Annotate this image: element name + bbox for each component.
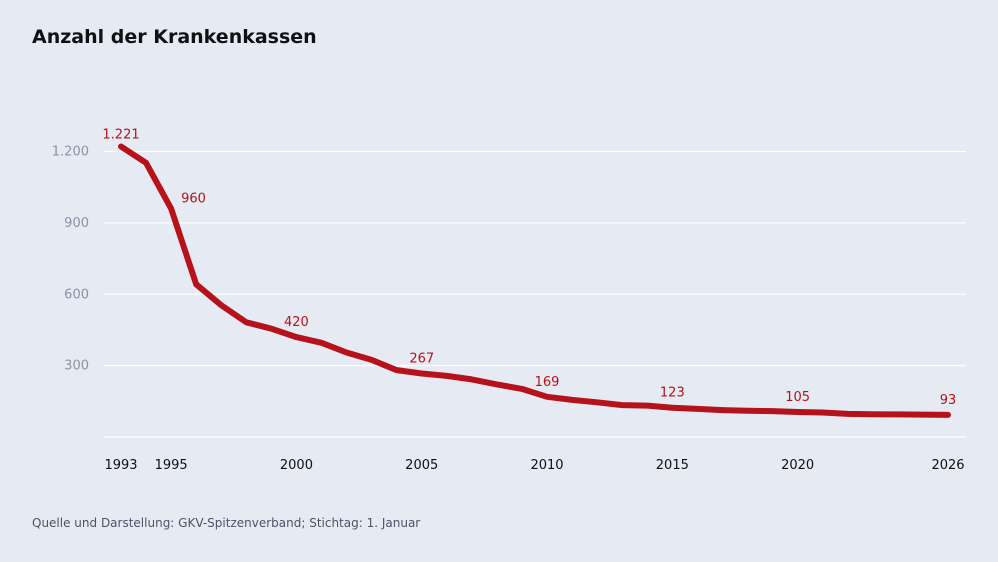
data-label: 105: [785, 390, 810, 405]
x-tick-label: 2005: [405, 458, 438, 473]
data-label: 960: [181, 192, 206, 207]
x-tick-label: 2000: [280, 458, 313, 473]
data-label: 420: [284, 315, 309, 330]
x-tick-label: 2015: [656, 458, 689, 473]
x-tick-label: 1995: [155, 458, 188, 473]
data-label: 93: [940, 393, 957, 408]
series-line: [118, 143, 951, 418]
x-tick-label: 2026: [931, 458, 964, 473]
chart-title: Anzahl der Krankenkassen: [32, 26, 317, 48]
source-note: Quelle und Darstellung: GKV-Spitzenverba…: [32, 516, 421, 530]
x-tick-label: 2010: [530, 458, 563, 473]
y-tick-label: 900: [64, 216, 89, 231]
data-label: 1.221: [102, 128, 139, 143]
y-tick-label: 300: [64, 359, 89, 374]
y-tick-label: 600: [64, 287, 89, 302]
y-tick-label: 1.200: [52, 145, 89, 160]
data-label: 267: [409, 351, 434, 366]
data-label: 169: [535, 375, 560, 390]
x-tick-label: 2020: [781, 458, 814, 473]
data-label: 123: [660, 386, 685, 401]
x-tick-label: 1993: [104, 458, 137, 473]
